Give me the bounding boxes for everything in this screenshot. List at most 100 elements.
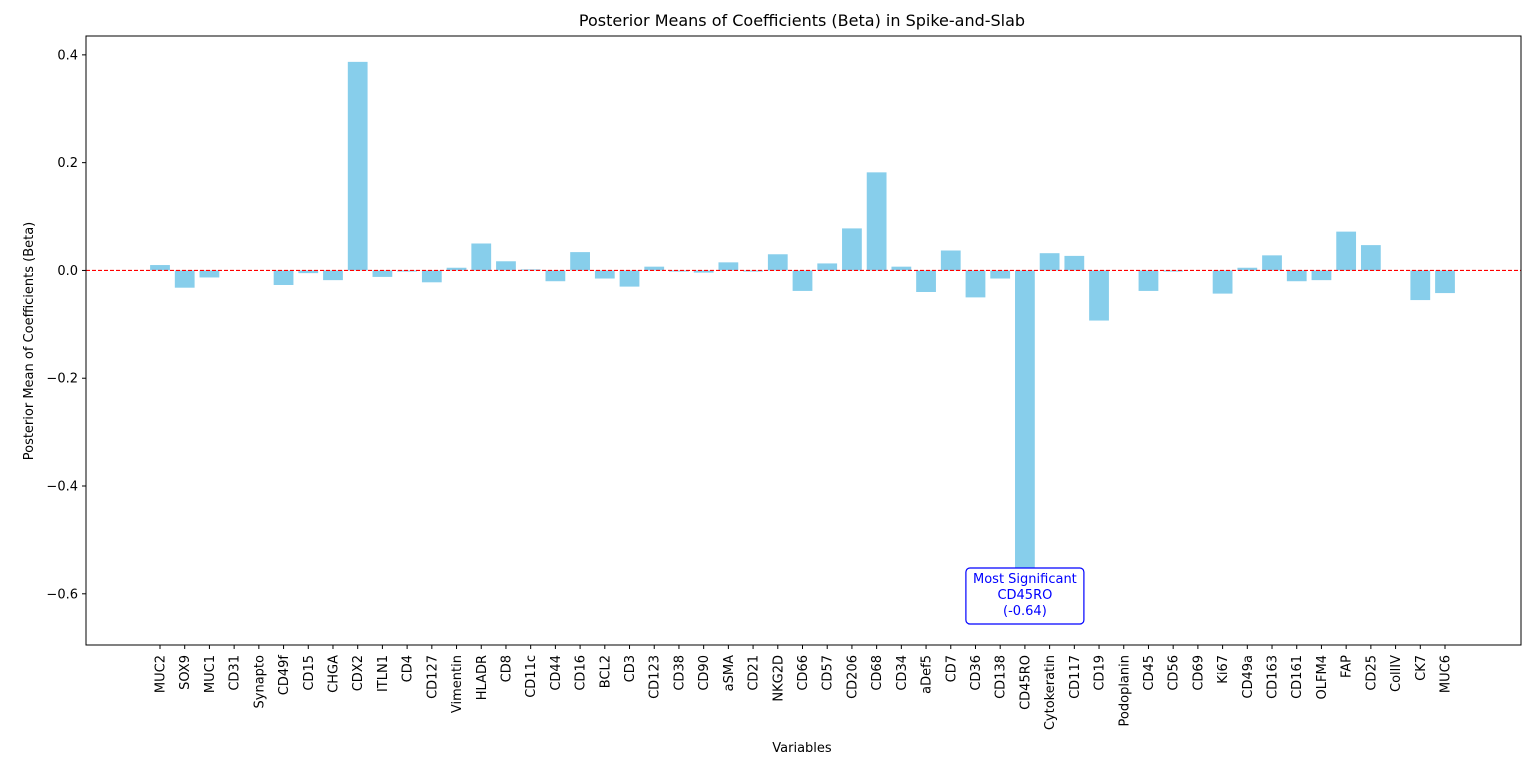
bar-cd206 <box>842 228 862 271</box>
x-tick-label: CD66 <box>796 655 811 691</box>
x-tick-label: CD11c <box>524 655 539 698</box>
bars-layer <box>150 61 1455 616</box>
x-tick-label: HLADR <box>475 655 490 700</box>
plot-frame <box>85 35 1522 646</box>
x-tick-label: CHGA <box>326 655 341 693</box>
bar-fap <box>1336 231 1357 271</box>
y-axis-label: Posterior Mean of Coefficients (Beta) <box>22 222 37 461</box>
annotation-line-value: (-0.64) <box>1003 604 1047 619</box>
x-tick-label: OLFM4 <box>1315 655 1330 699</box>
y-tick-label: 0.4 <box>57 48 78 63</box>
bar-cd45 <box>1138 270 1159 291</box>
x-tick-label: CD49a <box>1241 655 1256 699</box>
bar-cd36 <box>965 270 986 298</box>
x-tick-label: CD45 <box>1142 655 1157 691</box>
bar-asma <box>718 262 739 271</box>
bar-cd19 <box>1089 270 1109 321</box>
bar-muc2 <box>150 265 170 271</box>
x-tick-label: CD19 <box>1093 655 1108 691</box>
y-axis-ticks: 0.4 0.2 0.0 −0.2 −0.4 −0.6 <box>46 48 86 602</box>
bar-bcl2 <box>594 270 615 279</box>
bar-cd123 <box>644 266 665 271</box>
most-significant-annotation: Most Significant CD45RO (-0.64) <box>965 567 1085 625</box>
bar-chga <box>323 270 343 281</box>
x-tick-label: MUC2 <box>154 655 169 693</box>
x-tick-label: CD123 <box>648 655 663 699</box>
bar-cd16 <box>570 252 590 271</box>
x-tick-label: MUC6 <box>1439 655 1454 693</box>
bar-cd68 <box>866 172 887 271</box>
bar-vimentin <box>446 267 467 271</box>
x-tick-label: Cytokeratin <box>1043 655 1058 730</box>
bar-cd34 <box>891 266 912 271</box>
chart-title: Posterior Means of Coefficients (Beta) i… <box>579 11 1025 30</box>
x-tick-label: CD36 <box>969 655 984 691</box>
y-tick-label: −0.2 <box>46 372 78 387</box>
x-tick-label: CD127 <box>425 655 440 699</box>
x-tick-label: CD15 <box>302 655 317 691</box>
bar-cytokeratin <box>1039 253 1060 271</box>
x-tick-label: Podoplanin <box>1117 655 1132 726</box>
x-axis-ticks: MUC2 SOX9 MUC1 CD31 Synapto CD49f CD15 CHGA CDX2… <box>154 645 1454 730</box>
y-tick-label: 0.0 <box>57 264 78 279</box>
x-tick-label: Synapto <box>252 655 267 709</box>
x-tick-label: CD45RO <box>1018 655 1033 710</box>
bar-cd57 <box>817 263 838 271</box>
bar-cd3 <box>619 270 640 287</box>
bar-cd25 <box>1360 245 1381 271</box>
x-tick-label: CDX2 <box>351 655 366 691</box>
annotation-line-variable: CD45RO <box>997 588 1052 603</box>
x-tick-label: ITLN1 <box>376 655 391 692</box>
x-tick-label: CD25 <box>1364 655 1379 691</box>
y-tick-label: −0.4 <box>46 480 78 495</box>
x-tick-label: FAP <box>1340 655 1355 678</box>
x-tick-label: CD4 <box>401 655 416 682</box>
x-tick-label: Vimentin <box>450 655 465 713</box>
bar-cd38 <box>669 270 689 272</box>
annotation-line-title: Most Significant <box>973 572 1077 587</box>
bar-cd138 <box>990 270 1011 279</box>
x-tick-label: CD69 <box>1191 655 1206 691</box>
x-tick-label: CD31 <box>228 655 243 691</box>
x-tick-label: CD68 <box>870 655 885 691</box>
x-tick-label: BCL2 <box>598 655 613 688</box>
bar-muc1 <box>199 270 220 278</box>
x-axis-label: Variables <box>772 741 832 756</box>
bar-olfm4 <box>1311 270 1332 281</box>
x-tick-label: CD16 <box>574 655 589 691</box>
x-tick-label: CD21 <box>747 655 762 691</box>
x-tick-label: MUC1 <box>203 655 218 693</box>
annotation-box <box>965 567 1085 625</box>
bar-cd7 <box>940 250 961 271</box>
x-tick-label: NKG2D <box>771 655 786 702</box>
x-tick-label: CD90 <box>697 655 712 691</box>
x-tick-label: CD161 <box>1290 655 1305 699</box>
x-tick-label: CD117 <box>1068 655 1083 699</box>
x-tick-label: CD44 <box>549 655 564 691</box>
x-tick-label: CD56 <box>1167 655 1182 691</box>
bar-cd90 <box>693 270 714 273</box>
bar-adef5 <box>916 270 936 292</box>
bar-cd45ro <box>1015 270 1035 616</box>
bar-cd49a <box>1237 267 1258 271</box>
x-tick-label: SOX9 <box>178 655 193 690</box>
x-tick-label: CollIV <box>1389 655 1404 692</box>
x-tick-label: CD163 <box>1266 655 1281 699</box>
bar-ck7 <box>1410 270 1431 301</box>
bar-sox9 <box>174 270 195 288</box>
x-tick-label: CD8 <box>499 655 514 682</box>
bar-cd66 <box>792 270 813 291</box>
x-tick-label: CD206 <box>845 655 860 699</box>
x-tick-label: CD57 <box>821 655 836 691</box>
bar-cd117 <box>1064 255 1085 271</box>
x-tick-label: aSMA <box>722 655 737 691</box>
bar-hladr <box>471 243 492 271</box>
bar-nkg2d <box>767 254 788 271</box>
bar-cd163 <box>1262 255 1282 271</box>
y-tick-label: 0.2 <box>57 156 78 171</box>
x-tick-label: CD38 <box>672 655 687 691</box>
x-tick-label: CD34 <box>895 655 910 691</box>
x-tick-label: CD3 <box>623 655 638 682</box>
bar-itln1 <box>372 270 393 277</box>
